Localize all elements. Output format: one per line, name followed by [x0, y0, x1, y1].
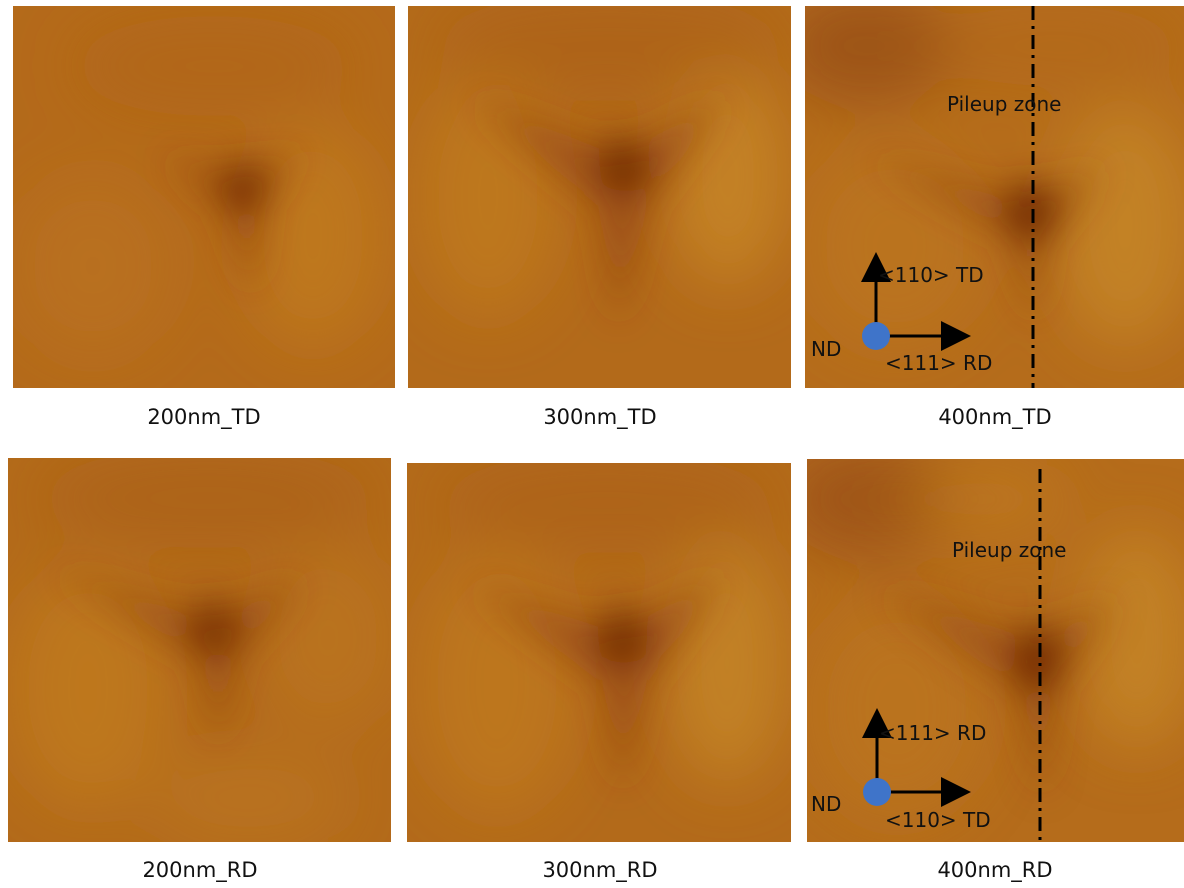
- afm-image-400nm-td: Pileup zone <110> TD <111> RD ND: [805, 6, 1184, 388]
- caption-200nm-td: 200nm_TD: [147, 405, 261, 429]
- normal-direction-dot: [863, 778, 891, 806]
- afm-image-300nm-rd: [407, 463, 791, 842]
- caption-400nm-td: 400nm_TD: [938, 405, 1052, 429]
- afm-image-400nm-rd: Pileup zone <111> RD <110> TD ND: [807, 459, 1184, 842]
- vertical-axis-label: <110> TD: [878, 263, 984, 287]
- vertical-axis-label: <111> RD: [879, 721, 986, 745]
- caption-300nm-td: 300nm_TD: [543, 405, 657, 429]
- afm-topography-400nm-rd: Pileup zone <111> RD <110> TD ND: [807, 459, 1184, 842]
- afm-image-300nm-td: [408, 6, 791, 388]
- afm-topography-200nm-td: [13, 6, 395, 388]
- afm-topography-200nm-rd: [8, 458, 391, 842]
- horizontal-axis-label: <111> RD: [885, 351, 992, 375]
- afm-topography-300nm-rd: [407, 463, 791, 842]
- normal-axis-label: ND: [811, 337, 841, 361]
- afm-topography-400nm-td: Pileup zone <110> TD <111> RD ND: [805, 6, 1184, 388]
- caption-200nm-rd: 200nm_RD: [142, 858, 258, 882]
- normal-axis-label: ND: [811, 792, 841, 816]
- afm-topography-300nm-td: [408, 6, 791, 388]
- afm-image-200nm-rd: [8, 458, 391, 842]
- caption-400nm-rd: 400nm_RD: [937, 858, 1053, 882]
- pileup-zone-label: Pileup zone: [947, 92, 1061, 116]
- caption-300nm-rd: 300nm_RD: [542, 858, 658, 882]
- normal-direction-dot: [862, 322, 890, 350]
- afm-image-200nm-td: [13, 6, 395, 388]
- pileup-zone-label: Pileup zone: [952, 538, 1066, 562]
- horizontal-axis-label: <110> TD: [885, 808, 991, 832]
